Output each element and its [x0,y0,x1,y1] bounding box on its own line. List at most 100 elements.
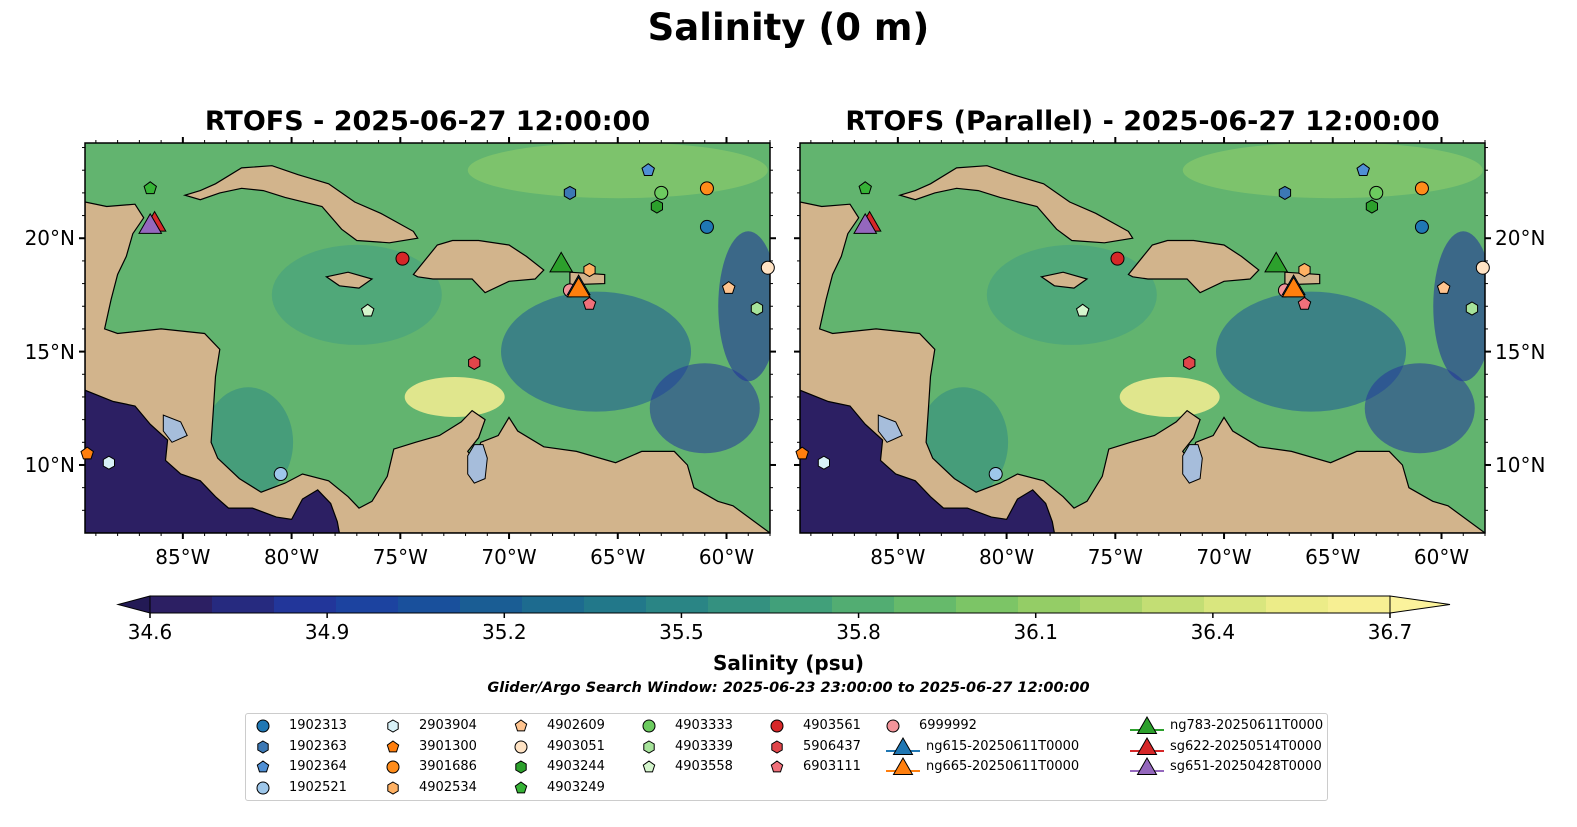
colorbar-segment [708,596,771,613]
argo-float-6903111 [1297,296,1312,310]
legend-symbol [514,719,528,732]
lon-tick-label: 80°W [978,545,1035,569]
legend-symbol [387,719,399,733]
lat-tick-label: 20°N [24,226,75,251]
colorbar-tick-label: 35.8 [836,620,881,644]
argo-float-3901300 [795,446,809,460]
legend-label: 4903339 [675,738,733,754]
argo-float-4903051 [760,260,775,275]
legend-marker-icon [1130,716,1164,734]
lat-tick-label: 15°N [24,339,75,364]
legend-symbol [256,719,270,733]
legend-symbol [256,781,270,794]
glider-ng783-20250611T0000 [1264,251,1289,273]
legend-label: ng665-20250611T0000 [926,759,1080,774]
colorbar-tick-label: 34.9 [304,620,350,644]
lat-tick-label: 10°N [24,452,75,477]
argo-float-1902363 [1278,185,1292,200]
salinity-anomaly [1182,143,1483,199]
legend-label: 6903111 [803,759,861,774]
lake-nicaragua [162,414,188,443]
salinity-anomaly [467,143,768,199]
salinity-anomaly [986,244,1157,345]
legend-label: 4903244 [547,759,605,774]
legend-marker-icon [886,757,920,775]
legend-symbol [256,760,270,773]
legend-symbol [387,780,399,795]
legend-marker-icon [386,739,400,752]
legend-symbol [257,739,269,754]
colorbar-segment [1080,596,1143,613]
map-frame [799,142,1486,534]
legend-marker-icon [1130,736,1164,755]
legend-symbol [386,760,400,774]
argo-float-4902534 [1298,262,1311,278]
argo-float-4903249 [858,181,872,195]
argo-float-4903244 [1365,199,1378,214]
legend-marker-icon [256,719,270,733]
search-window-note: Glider/Argo Search Window: 2025-06-23 23… [487,680,1090,696]
legend-symbol [514,780,528,793]
argo-float-4903558 [360,303,375,317]
legend-label: 3901300 [419,738,477,754]
argo-float-4903333 [1369,185,1384,200]
hispaniola-shape [1127,239,1260,294]
colorbar-tick-label: 35.2 [482,620,527,644]
colorbar-label: Salinity (psu) [712,651,864,675]
observation-markers-right [795,163,1490,482]
argo-float-4903339 [1465,301,1479,316]
legend-label: 4902534 [419,779,477,795]
legend-marker-icon [514,740,528,753]
colorbar-tick-label: 36.7 [1367,620,1413,644]
lon-tick-label: 70°W [481,545,537,569]
legend-label: 1902521 [289,779,347,795]
legend-symbol [642,760,656,773]
argo-float-6903111 [582,296,597,310]
legend-marker-icon [386,760,400,774]
legend-symbol [514,740,528,753]
lon-tick-label: 65°W [1305,545,1361,569]
colorbar-segment [584,596,647,613]
colorbar-segment [398,596,461,613]
argo-float-3901300 [80,446,94,460]
pacific-ocean-shape [85,389,341,533]
argo-float-1902364 [1356,163,1370,176]
colorbar-segment [646,596,709,613]
argo-float-4902609 [721,280,736,294]
map-frame [84,142,771,534]
argo-float-1902363 [563,185,577,200]
colorbar-segment [150,596,213,613]
legend-symbol [770,719,784,733]
cuba-shape [182,165,419,244]
legend-label: 4903051 [547,738,605,754]
legend-marker-icon [515,760,527,774]
glider-ng783-20250611T0000 [549,251,574,273]
glider-sg651-20250428T0000 [138,212,163,234]
argo-float-1902521 [273,467,288,482]
colorbar-segment [894,596,957,613]
legend-label: 1902363 [289,738,347,754]
observation-markers-left [80,163,775,482]
map-ticks [79,137,1491,539]
argo-float-2903904 [102,455,115,470]
legend-triangle [892,736,914,755]
legend: 1902313 1902363 1902364 1902521 2903904 39013… [245,713,1328,801]
legend-marker-icon [886,719,900,733]
legend-label: ng615-20250611T0000 [926,738,1080,754]
legend-symbol [771,739,783,754]
lat-tick-label: 10°N [1495,452,1546,477]
legend-triangle [1136,716,1158,734]
lon-tick-label: 65°W [590,545,646,569]
legend-marker-icon [257,739,269,754]
salinity-anomaly [271,244,442,345]
colorbar-segment [1266,596,1329,613]
legend-marker-icon [770,719,784,733]
panel-title-rtofs-parallel: RTOFS (Parallel) - 2025-06-27 12:00:00 [845,106,1440,137]
legend-label: 1902313 [289,718,347,733]
map-panel-rtofs-parallel [800,143,1485,533]
legend-marker-icon [886,736,920,755]
colorbar-tick-label: 36.1 [1013,620,1058,644]
argo-float-3901686 [699,181,714,196]
lon-tick-label: 60°W [698,545,755,569]
